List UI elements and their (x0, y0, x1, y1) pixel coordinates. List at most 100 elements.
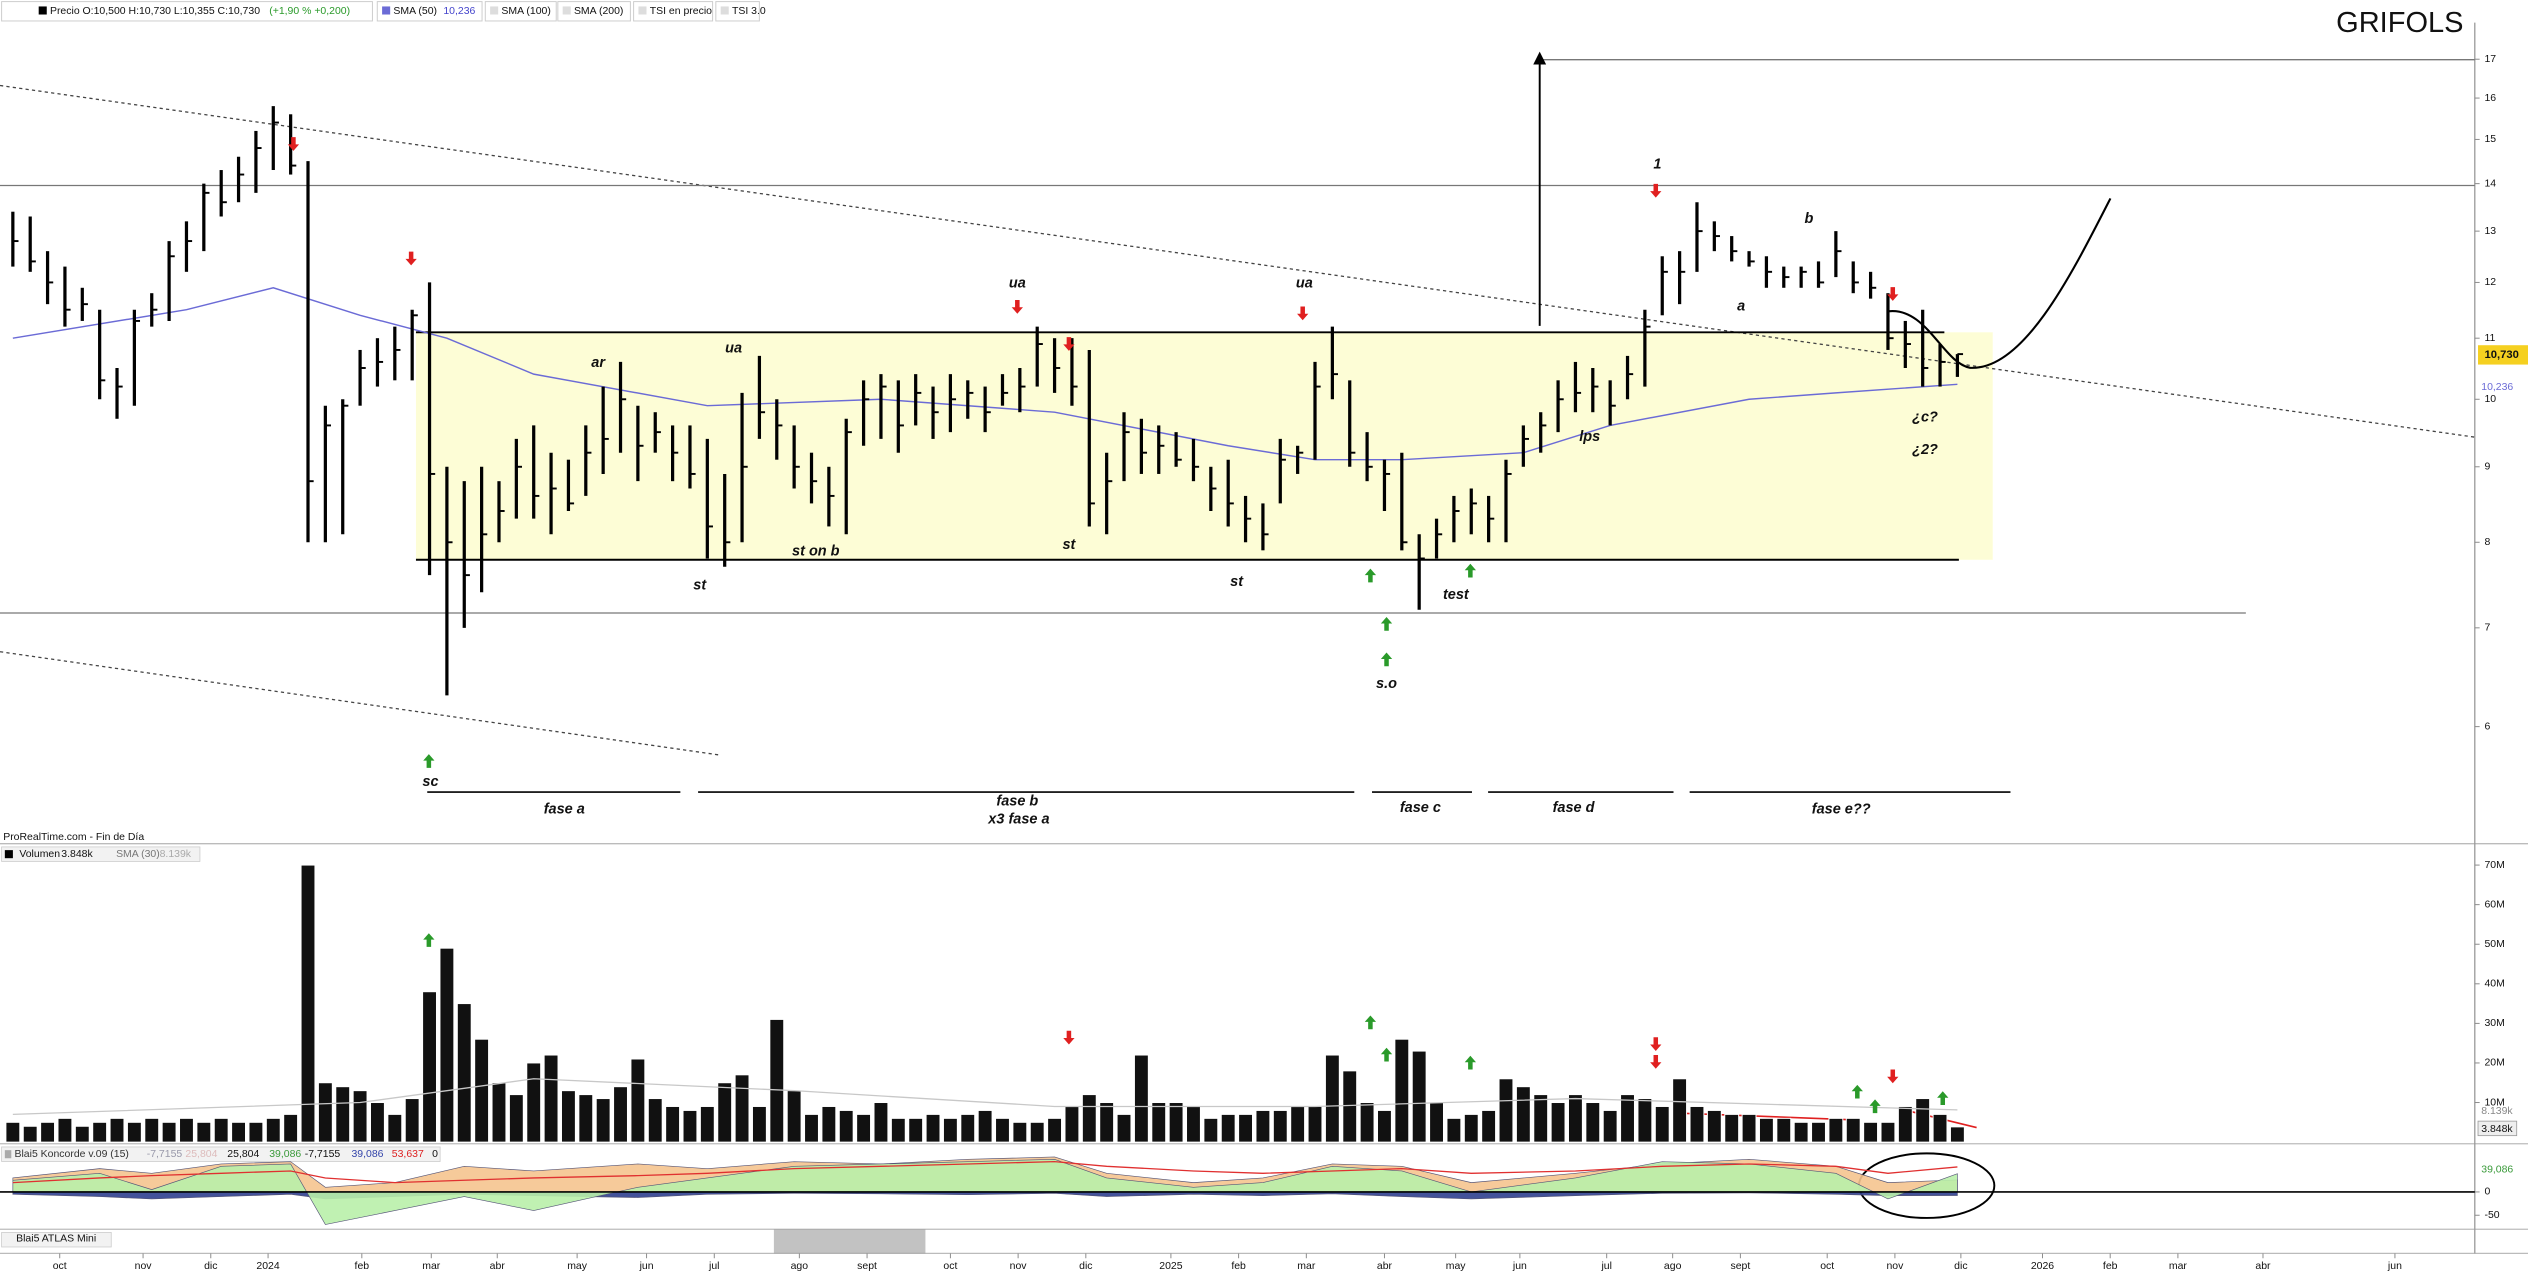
volume-bar (1828, 1117, 1844, 1143)
y-tick-label: 12 (2484, 277, 2496, 288)
volume-bar (1637, 1098, 1653, 1143)
volume-bar (1585, 1102, 1601, 1143)
buy-arrow (1937, 1091, 1949, 1106)
x-tick-label: 2026 (2031, 1261, 2054, 1272)
volume-bar (613, 1086, 628, 1143)
volume-bar (942, 1117, 958, 1143)
volume-bar (1359, 1102, 1375, 1143)
volume-bar (1324, 1054, 1340, 1143)
scroll-thumbs (773, 1229, 926, 1254)
volume-bar (873, 1102, 889, 1143)
volume-bar (474, 1038, 490, 1143)
x-tick-label: nov (135, 1261, 153, 1272)
legend-swatch (720, 6, 729, 15)
y-tick-label: 7 (2484, 623, 2490, 634)
x-tick-label: abr (2255, 1261, 2271, 1272)
annotation: ar (591, 355, 606, 371)
volume-bar (456, 1003, 472, 1143)
volume-bar (925, 1113, 941, 1143)
volume-bar (1689, 1106, 1705, 1143)
legend-text: 0 (432, 1149, 438, 1160)
x-tick-label: ago (791, 1261, 809, 1272)
volume-bar (439, 947, 455, 1143)
sma-line (12, 287, 1958, 461)
volume-bar (543, 1054, 559, 1143)
sell-arrow (1650, 183, 1662, 198)
y-tick-label: 50M (2484, 939, 2504, 950)
x-tick-label: mar (422, 1261, 441, 1272)
volume-bar (109, 1117, 125, 1143)
annotation: st (1062, 537, 1076, 553)
y-tick-label: 40M (2484, 979, 2504, 990)
legend-box (1, 1, 373, 22)
volume-bar (352, 1090, 368, 1143)
y-tick-label: 0 (2484, 1187, 2490, 1198)
legend-text: TSI en precio (650, 6, 712, 17)
volume-bar (908, 1117, 924, 1143)
volume-bar (1706, 1109, 1722, 1143)
volume-bar (734, 1074, 750, 1143)
last-price-label: 10,730 (2484, 349, 2518, 361)
volume-bar (1654, 1106, 1670, 1143)
x-tick-label: feb (1231, 1261, 1246, 1272)
x-tick-label: mar (1297, 1261, 1316, 1272)
buy-arrow (1851, 1084, 1863, 1099)
volume-bar (960, 1113, 976, 1143)
arrow-shape (1851, 1084, 1863, 1099)
y-tick-label: 8 (2484, 537, 2490, 548)
legend-text: 53,637 (392, 1149, 424, 1160)
sma-value-label: 10,236 (2481, 382, 2513, 393)
volume-bar (1811, 1121, 1826, 1143)
legend-text: 3.848k (61, 849, 93, 860)
volume-bar (1081, 1094, 1097, 1143)
arrow-shape (1869, 1099, 1881, 1114)
legend-text: 25,804 (227, 1149, 259, 1160)
legend-text: SMA (200) (574, 6, 623, 17)
volume-bar (1099, 1102, 1115, 1143)
volume-bar (179, 1117, 194, 1143)
arrow-shape (1650, 1037, 1662, 1051)
x-tick-label: may (567, 1261, 588, 1272)
volume-bar (1307, 1106, 1323, 1143)
volume-bar (1741, 1113, 1757, 1143)
koncorde-value-label: 39,086 (2481, 1164, 2513, 1175)
legend-text: 8.139k (160, 849, 192, 860)
scroll-thumb[interactable] (773, 1229, 926, 1254)
volume-bar (595, 1098, 611, 1143)
arrow-shape (1297, 306, 1309, 321)
y-tick-label: 70M (2484, 860, 2504, 871)
x-tick-label: oct (1820, 1261, 1834, 1272)
volume-bar (1949, 1126, 1965, 1143)
volume-bar (647, 1098, 663, 1143)
volume-bar (578, 1094, 594, 1143)
last-volume-box (2477, 1120, 2518, 1137)
legend-box (633, 1, 714, 22)
sell-arrow (405, 251, 417, 266)
koncorde-line (12, 1160, 1958, 1184)
legend-text: SMA (30) (116, 849, 160, 860)
annotation: st on b (792, 544, 840, 560)
legend-box (1, 1146, 441, 1162)
volume-bar (161, 1121, 177, 1143)
legend-swatch (638, 6, 647, 15)
arrow-shape (423, 933, 435, 947)
volume-bar (717, 1082, 733, 1143)
volume-bar (404, 1098, 420, 1143)
arrow-shape (1063, 1030, 1075, 1045)
legend-text: TSI 3.0 (732, 6, 766, 17)
koncorde-swatch (4, 1150, 12, 1159)
y-tick-label: 10 (2484, 394, 2496, 405)
volume-bar (508, 1094, 524, 1143)
volume-bar (665, 1106, 681, 1143)
volume-bar (317, 1082, 333, 1143)
volume-bar (1793, 1121, 1809, 1143)
volume-bar (1411, 1050, 1427, 1143)
volume-trend (1676, 1112, 1847, 1121)
volume-bar (422, 991, 437, 1143)
x-tick-label: oct (943, 1261, 957, 1272)
sell-arrow (1650, 1054, 1662, 1069)
volume-bar (1897, 1106, 1913, 1143)
source-label: ProRealTime.com - Fin de Día (3, 832, 144, 843)
phase-label: fase a (544, 802, 585, 818)
